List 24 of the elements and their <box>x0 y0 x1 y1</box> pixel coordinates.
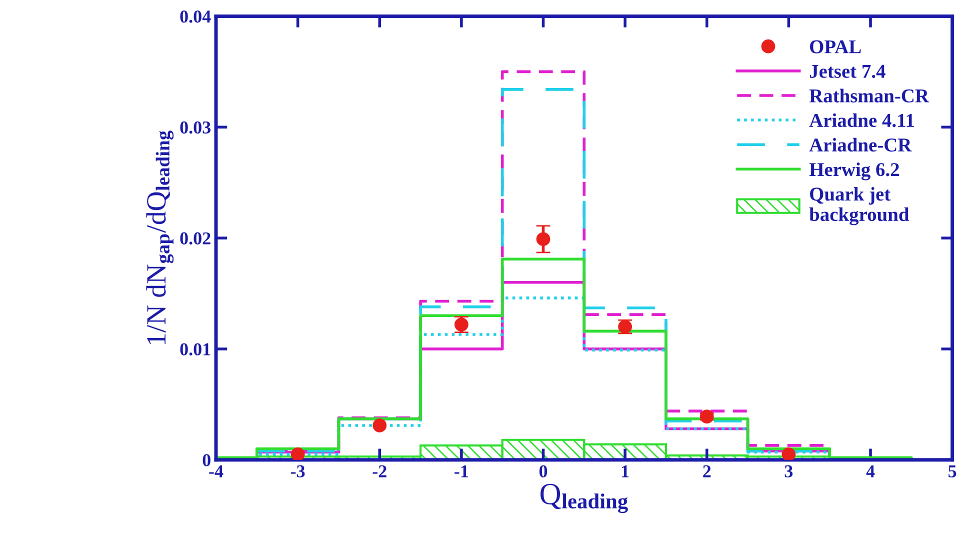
x-axis-title: Q$_{leading}$ <box>540 484 628 514</box>
y-tick-label: 0 <box>202 454 210 466</box>
x-tick-label: -4 <box>209 465 224 478</box>
legend-label: Quark jet background <box>809 187 910 226</box>
y-tick-label: 0.03 <box>180 121 211 134</box>
legend-label: OPAL <box>810 40 861 54</box>
legend-label: Rathsman-CR <box>809 88 930 102</box>
legend-label: Ariadne-CR <box>809 138 912 152</box>
x-tick-label: 0 <box>539 465 548 478</box>
x-tick-label: 4 <box>866 465 875 478</box>
x-tick-label: -1 <box>454 465 468 478</box>
y-tick-label: 0.04 <box>180 10 211 23</box>
x-tick-label: 1 <box>622 465 629 478</box>
x-tick-label: -2 <box>372 465 386 478</box>
y-axis-title: 1/N dN$_{gap}$/dQ$_{leading}$ <box>146 130 174 344</box>
legend-label: Jetset 7.4 <box>810 64 886 78</box>
y-tick-label: 0.01 <box>180 343 210 356</box>
x-tick-label: -3 <box>290 465 305 478</box>
x-tick-label: 3 <box>784 465 793 478</box>
y-tick-label: 0.02 <box>180 232 210 245</box>
x-tick-label: 5 <box>948 465 956 478</box>
legend-label: Herwig 6.2 <box>809 162 899 180</box>
x-tick-label: 2 <box>703 465 711 478</box>
legend-label: Ariadne 4.11 <box>809 113 914 128</box>
